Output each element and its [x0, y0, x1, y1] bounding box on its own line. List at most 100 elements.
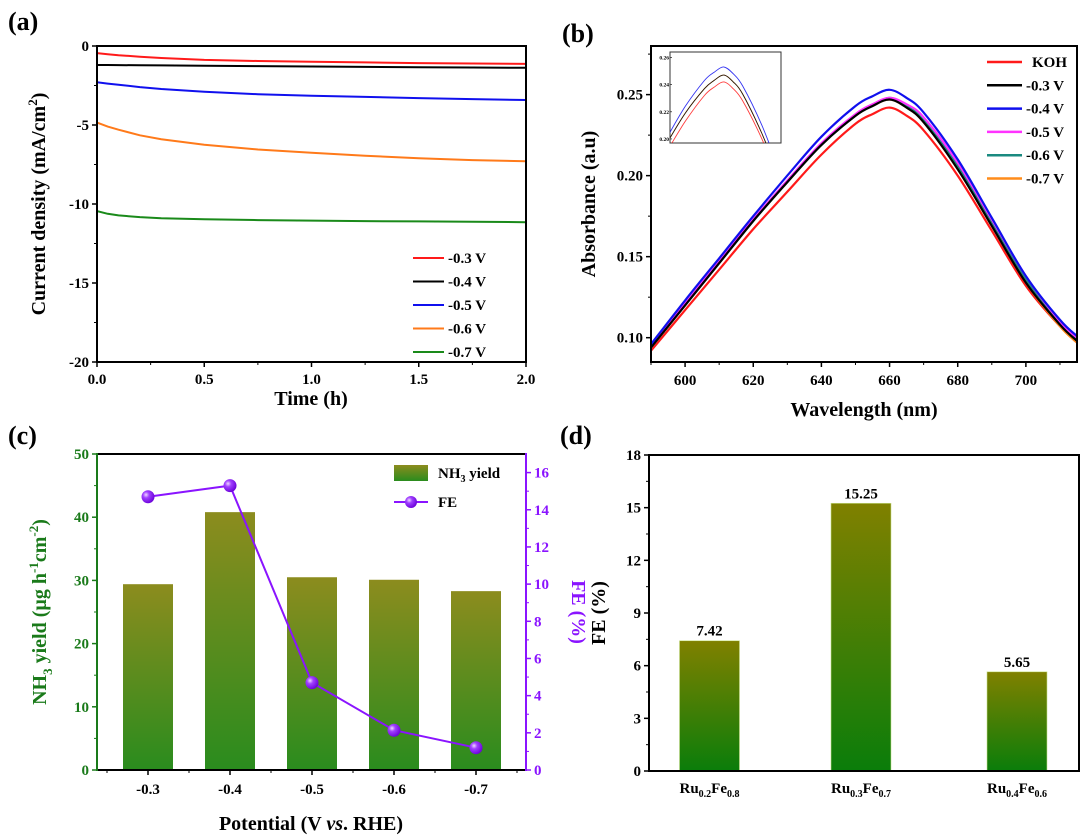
panel-a-legend: -0.3 V -0.4 V -0.5 V -0.6 V -0.7 V	[413, 251, 486, 361]
y-tick-label: 9	[634, 606, 642, 622]
x-tick-label: 1.0	[302, 372, 321, 388]
y2-tick-label: 16	[534, 466, 550, 482]
panel-b-x-title: Wavelength (nm)	[790, 399, 937, 421]
y-tick-label: 10	[74, 700, 89, 716]
inset-frame	[669, 51, 782, 144]
panel-c-label: (c)	[8, 421, 37, 450]
fe-marker--0.6	[387, 723, 401, 737]
x-tick-label: 2.0	[517, 372, 536, 388]
bar--0.3	[123, 584, 173, 770]
panel-a: (a) 0.0 0.5 1.0 1.5 2.0 0 -5 -10 -15 -20 Time (h…	[8, 7, 535, 410]
y-tick-label: 0.25	[617, 88, 643, 104]
panel-d-x-axis: Ru0.2Fe0.8 Ru0.3Fe0.7 Ru0.4Fe0.6	[679, 781, 1047, 800]
x-tick-label: 0.0	[88, 372, 107, 388]
panel-c-fe-series	[141, 479, 483, 755]
series-line--0.4V	[651, 88, 1077, 345]
legend-label: -0.6 V	[448, 322, 486, 338]
panel-c-legend: NH3 yield FE	[394, 465, 501, 511]
panel-b: (b) 600 620 640 660 680 700 0.100.150.200.25 …	[562, 19, 1078, 421]
y-tick-label: -15	[69, 276, 89, 292]
inset-plot-area	[670, 66, 770, 143]
y-tick-label: 0	[82, 39, 90, 55]
bar--0.6	[369, 579, 419, 770]
panel-c-y-title: NH3 yield (µg h-1cm-2)	[26, 519, 55, 705]
x-tick-label: -0.3	[136, 782, 160, 798]
panel-d-y-title: FE (%)	[588, 581, 610, 645]
x-tick-label: 680	[946, 373, 969, 389]
fe-marker--0.4	[223, 479, 237, 493]
bar-value-label: 7.42	[696, 624, 722, 640]
panel-a-label: (a)	[8, 7, 38, 36]
bar--0.5	[287, 577, 337, 770]
legend-fe-marker	[405, 496, 417, 508]
legend-label: -0.4 V	[1026, 102, 1064, 118]
panel-a-plot-area	[97, 52, 526, 224]
bar-value-label: 5.65	[1004, 655, 1030, 671]
x-category-label: Ru0.3Fe0.7	[831, 781, 891, 800]
panel-c: (c) -0.3 -0.4 -0.5 -0.6 -0.7 0 10 20 30 40 50 0 2 4…	[8, 421, 589, 835]
panel-a-frame	[96, 45, 527, 363]
inset-tick-label: 0.26	[659, 55, 669, 61]
legend-label: KOH	[1032, 55, 1067, 71]
legend-label: -0.4 V	[448, 275, 486, 291]
y2-tick-label: 4	[534, 689, 542, 705]
x-tick-label: 1.5	[409, 372, 428, 388]
x-tick-label: -0.6	[382, 782, 406, 798]
panel-b-x-axis: 600 620 640 660 680 700	[650, 362, 1061, 389]
x-tick-label: 660	[878, 373, 901, 389]
inset-tick-label: 0.20	[659, 137, 669, 143]
x-category-label: Ru0.2Fe0.8	[679, 781, 739, 800]
series-line--0.3V	[97, 52, 526, 65]
legend-label: -0.3 V	[448, 251, 486, 267]
panel-b-plot-area	[651, 88, 1077, 352]
x-tick-label: -0.4	[218, 782, 242, 798]
series-line-KOH	[651, 106, 1077, 352]
panel-a-x-title: Time (h)	[274, 388, 348, 410]
x-tick-label: 640	[810, 373, 833, 389]
y2-tick-label: 14	[534, 503, 550, 519]
panel-b-legend: KOH -0.3 V -0.4 V -0.5 V -0.6 V -0.7 V	[987, 55, 1067, 188]
inset-line-KOH	[671, 81, 765, 143]
series-line--0.6V	[97, 121, 526, 163]
bar-value-label: 15.25	[844, 486, 878, 502]
inset-y-axis: 0.26 0.24 0.22 0.20	[659, 55, 672, 143]
series-line--0.3V	[651, 98, 1077, 349]
panel-d-label: (d)	[560, 421, 592, 450]
panel-c-bars	[123, 512, 501, 770]
inset-tick-label: 0.24	[659, 83, 669, 89]
y2-tick-label: 0	[534, 763, 542, 779]
y-tick-label: 3	[634, 711, 642, 727]
fe-marker--0.7	[469, 741, 483, 755]
x-tick-label: 0.5	[195, 372, 214, 388]
y-tick-label: -10	[69, 197, 89, 213]
panel-c-x-title: Potential (V vs. RHE)	[219, 813, 403, 835]
bar--0.7	[451, 591, 501, 770]
inset-line--0.4V	[670, 66, 770, 143]
panel-b-label: (b)	[562, 19, 594, 48]
y-tick-label: -5	[77, 118, 90, 134]
panel-a-y-axis: 0 -5 -10 -15 -20	[69, 39, 97, 371]
legend-label: -0.3 V	[1026, 78, 1064, 94]
legend-fe: FE	[438, 495, 457, 511]
y-tick-label: 0	[82, 763, 90, 779]
legend-bar-swatch	[394, 465, 428, 481]
y-tick-label: 50	[74, 447, 89, 463]
bar-Ru0.3Fe0.7	[830, 502, 892, 772]
fe-marker--0.3	[141, 490, 155, 504]
fe-marker--0.5	[305, 676, 319, 690]
panel-a-y-title: Current density (mA/cm2)	[25, 93, 50, 316]
x-tick-label: -0.5	[300, 782, 324, 798]
legend-label: -0.7 V	[448, 345, 486, 361]
legend-nh3-yield: NH3 yield	[438, 466, 501, 485]
x-category-label: Ru0.4Fe0.6	[987, 781, 1047, 800]
y-tick-label: 40	[74, 510, 89, 526]
y-tick-label: 0.15	[617, 250, 643, 266]
x-tick-label: 620	[742, 373, 765, 389]
panel-d-bars: 7.42 15.25 5.65	[679, 486, 1048, 772]
series-line--0.7V	[97, 210, 526, 224]
inset-line--0.3V	[670, 74, 767, 143]
y2-tick-label: 6	[534, 651, 542, 667]
panel-c-y-axis-left: 0 10 20 30 40 50	[74, 447, 97, 779]
